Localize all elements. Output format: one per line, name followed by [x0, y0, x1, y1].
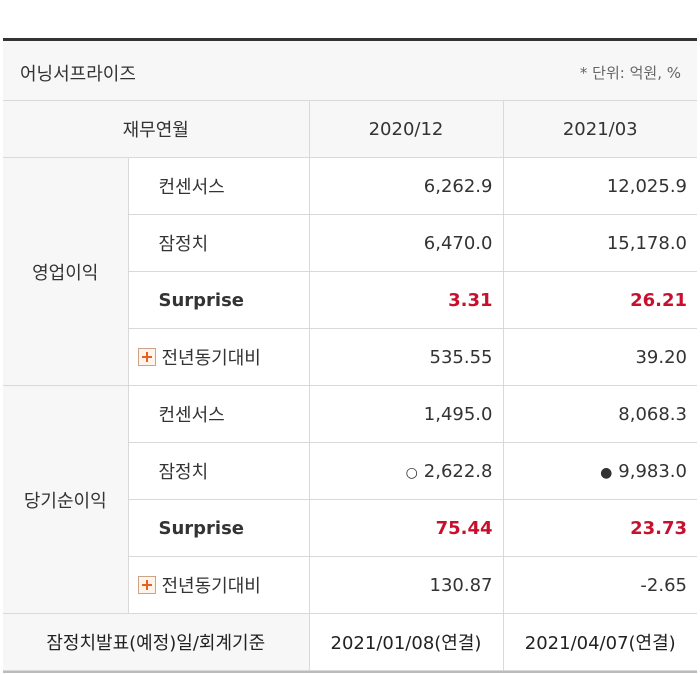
announcement-date-value: 2021/04/07(연결): [502, 613, 697, 671]
panel-title: 어닝서프라이즈: [20, 64, 136, 85]
announcement-date-value: 2021/01/08(연결): [308, 613, 504, 671]
cell-value: -2.65: [502, 556, 697, 614]
cell-value: 6,262.9: [308, 157, 504, 215]
unit-note: * 단위: 억원, %: [579, 64, 681, 82]
footer-row: 잠정치발표(예정)일/회계기준 2021/01/08(연결) 2021/04/0…: [3, 613, 697, 671]
empty-circle-icon: ○: [405, 464, 418, 481]
surprise-value: 75.44: [308, 499, 504, 557]
table-row: Surprise 75.44 23.73: [3, 499, 697, 557]
filled-dot-icon: ●: [600, 464, 613, 481]
surprise-value: 26.21: [502, 271, 697, 329]
value-text: 2,622.8: [423, 460, 493, 482]
cell-value: 6,470.0: [308, 214, 504, 272]
table-row: 전년동기대비 535.55 39.20: [3, 328, 697, 386]
row-label-surprise: Surprise: [128, 271, 310, 329]
cell-value: 12,025.9: [502, 157, 697, 215]
column-header-2021-03: 2021/03: [502, 101, 697, 158]
row-label: 컨센서스: [127, 157, 310, 215]
table-row: 영업이익 컨센서스 6,262.9 12,025.9: [3, 157, 697, 386]
surprise-value: 23.73: [502, 499, 697, 557]
expand-plus-icon[interactable]: [137, 348, 156, 366]
bottom-border: [3, 671, 697, 673]
row-label-yoy: 전년동기대비: [128, 556, 310, 614]
table-row: 잠정치 6,470.0 15,178.0: [3, 214, 697, 272]
top-border: [3, 38, 697, 41]
cell-value: 15,178.0: [502, 214, 697, 272]
cell-value: ● 9,983.0: [502, 442, 697, 500]
column-header-row: 재무연월 2020/12 2021/03: [3, 101, 697, 158]
cell-value: 8,068.3: [502, 385, 697, 443]
panel-header: 어닝서프라이즈 * 단위: 억원, %: [3, 41, 697, 101]
row-label: 잠정치: [128, 214, 310, 272]
earnings-table: 재무연월 2020/12 2021/03 영업이익 컨센서스 6,262.9 1…: [3, 101, 697, 671]
row-label-text: 전년동기대비: [161, 348, 261, 369]
cell-value: 130.87: [308, 556, 504, 614]
column-header-2020-12: 2020/12: [308, 101, 504, 158]
table-row: 전년동기대비 130.87 -2.65: [3, 556, 697, 614]
cell-value: 1,495.0: [308, 385, 504, 443]
row-label-text: 전년동기대비: [161, 576, 261, 597]
value-text: 9,983.0: [618, 460, 687, 482]
cell-value: 39.20: [502, 328, 697, 386]
announcement-date-label: 잠정치발표(예정)일/회계기준: [3, 613, 310, 671]
group-net-income: 당기순이익: [3, 385, 129, 614]
row-label: 컨센서스: [127, 385, 310, 443]
cell-value: ○ 2,622.8: [308, 442, 504, 500]
row-label: 잠정치: [128, 442, 310, 500]
earnings-surprise-panel: 어닝서프라이즈 * 단위: 억원, % 재무연월 2020/12 2021/03…: [3, 38, 697, 673]
cell-value: 535.55: [308, 328, 504, 386]
table-row: 당기순이익 컨센서스 1,495.0 8,068.3: [3, 385, 697, 614]
surprise-value: 3.31: [308, 271, 504, 329]
expand-plus-icon[interactable]: [137, 576, 156, 594]
row-label-yoy: 전년동기대비: [128, 328, 310, 386]
row-label-surprise: Surprise: [128, 499, 310, 557]
column-header-period: 재무연월: [3, 101, 310, 158]
group-operating-profit: 영업이익: [3, 157, 129, 386]
